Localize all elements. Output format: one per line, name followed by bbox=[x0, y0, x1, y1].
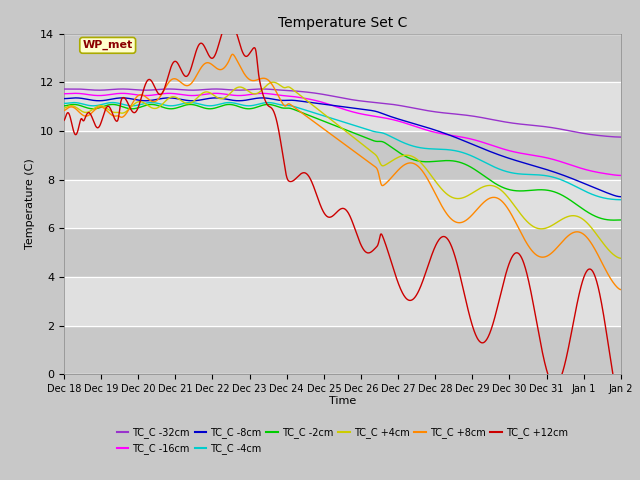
TC_C -4cm bbox=[60, 100, 68, 106]
TC_C -2cm bbox=[104, 102, 111, 108]
TC_C -8cm bbox=[126, 96, 134, 101]
TC_C -2cm bbox=[297, 109, 305, 115]
TC_C -32cm bbox=[617, 134, 625, 140]
TC_C -4cm bbox=[617, 197, 625, 203]
Bar bbox=[64, 131, 621, 180]
TC_C -4cm bbox=[70, 100, 77, 106]
TC_C +8cm bbox=[103, 108, 111, 114]
TC_C -16cm bbox=[378, 114, 385, 120]
TC_C +8cm bbox=[378, 181, 385, 187]
TC_C -8cm bbox=[60, 96, 68, 101]
Title: Temperature Set C: Temperature Set C bbox=[278, 16, 407, 30]
TC_C +4cm bbox=[617, 255, 625, 261]
TC_C +8cm bbox=[617, 287, 625, 292]
TC_C -8cm bbox=[104, 97, 111, 103]
TC_C -4cm bbox=[126, 103, 134, 108]
Line: TC_C -16cm: TC_C -16cm bbox=[64, 93, 621, 175]
TC_C -2cm bbox=[610, 217, 618, 223]
TC_C -8cm bbox=[378, 110, 385, 116]
Line: TC_C +12cm: TC_C +12cm bbox=[64, 25, 621, 413]
TC_C +8cm bbox=[126, 105, 134, 111]
TC_C -16cm bbox=[318, 99, 326, 105]
TC_C +4cm bbox=[308, 102, 316, 108]
TC_C -4cm bbox=[104, 100, 111, 106]
TC_C +4cm bbox=[318, 110, 326, 116]
TC_C +12cm bbox=[60, 118, 68, 123]
Bar bbox=[64, 228, 621, 277]
TC_C -4cm bbox=[378, 130, 385, 135]
TC_C -32cm bbox=[126, 86, 134, 92]
TC_C -8cm bbox=[308, 100, 316, 106]
TC_C -8cm bbox=[318, 101, 326, 107]
TC_C -32cm bbox=[104, 87, 111, 93]
TC_C -4cm bbox=[308, 109, 316, 115]
Bar bbox=[64, 34, 621, 82]
X-axis label: Time: Time bbox=[329, 396, 356, 406]
TC_C -8cm bbox=[617, 194, 625, 200]
TC_C +4cm bbox=[60, 105, 68, 111]
TC_C -2cm bbox=[70, 102, 77, 108]
TC_C +4cm bbox=[103, 106, 111, 111]
TC_C -32cm bbox=[378, 100, 385, 106]
TC_C -2cm bbox=[60, 103, 68, 108]
Bar bbox=[64, 326, 621, 374]
TC_C -16cm bbox=[71, 90, 79, 96]
TC_C -4cm bbox=[318, 112, 326, 118]
TC_C -2cm bbox=[126, 106, 134, 111]
TC_C -16cm bbox=[60, 91, 68, 96]
TC_C +8cm bbox=[297, 109, 305, 115]
TC_C -16cm bbox=[297, 95, 305, 100]
TC_C +8cm bbox=[318, 125, 326, 131]
Legend: TC_C -32cm, TC_C -16cm, TC_C -8cm, TC_C -4cm, TC_C -2cm, TC_C +4cm, TC_C +8cm, T: TC_C -32cm, TC_C -16cm, TC_C -8cm, TC_C … bbox=[113, 423, 572, 458]
TC_C -32cm bbox=[60, 86, 68, 92]
Text: WP_met: WP_met bbox=[83, 40, 133, 50]
TC_C +4cm bbox=[378, 162, 385, 168]
Line: TC_C +4cm: TC_C +4cm bbox=[64, 82, 621, 258]
TC_C +8cm bbox=[60, 108, 68, 113]
TC_C +12cm bbox=[318, 206, 326, 212]
TC_C -8cm bbox=[297, 98, 305, 104]
Line: TC_C -4cm: TC_C -4cm bbox=[64, 103, 621, 200]
TC_C -32cm bbox=[308, 90, 316, 96]
TC_C -16cm bbox=[308, 97, 316, 103]
TC_C +4cm bbox=[269, 79, 277, 85]
Line: TC_C -2cm: TC_C -2cm bbox=[64, 105, 621, 220]
TC_C -32cm bbox=[70, 86, 77, 92]
Line: TC_C +8cm: TC_C +8cm bbox=[64, 54, 621, 289]
TC_C +12cm bbox=[297, 171, 305, 177]
TC_C +12cm bbox=[103, 104, 111, 109]
TC_C -16cm bbox=[104, 92, 111, 98]
TC_C +12cm bbox=[378, 231, 385, 237]
TC_C -2cm bbox=[378, 139, 385, 144]
TC_C -16cm bbox=[126, 91, 134, 97]
TC_C +12cm bbox=[126, 104, 134, 110]
TC_C +12cm bbox=[617, 410, 625, 416]
TC_C +12cm bbox=[308, 180, 316, 186]
TC_C -2cm bbox=[308, 114, 316, 120]
TC_C -32cm bbox=[297, 89, 305, 95]
Y-axis label: Temperature (C): Temperature (C) bbox=[24, 158, 35, 250]
TC_C -8cm bbox=[72, 95, 79, 101]
TC_C +4cm bbox=[297, 93, 305, 98]
Line: TC_C -32cm: TC_C -32cm bbox=[64, 89, 621, 137]
TC_C -2cm bbox=[617, 217, 625, 223]
TC_C +8cm bbox=[308, 118, 316, 123]
TC_C -32cm bbox=[318, 91, 326, 97]
TC_C +12cm bbox=[223, 22, 231, 28]
TC_C +4cm bbox=[126, 106, 134, 111]
TC_C -16cm bbox=[617, 172, 625, 178]
TC_C +8cm bbox=[228, 51, 236, 57]
TC_C -2cm bbox=[318, 118, 326, 123]
TC_C -4cm bbox=[297, 106, 305, 111]
Line: TC_C -8cm: TC_C -8cm bbox=[64, 98, 621, 197]
